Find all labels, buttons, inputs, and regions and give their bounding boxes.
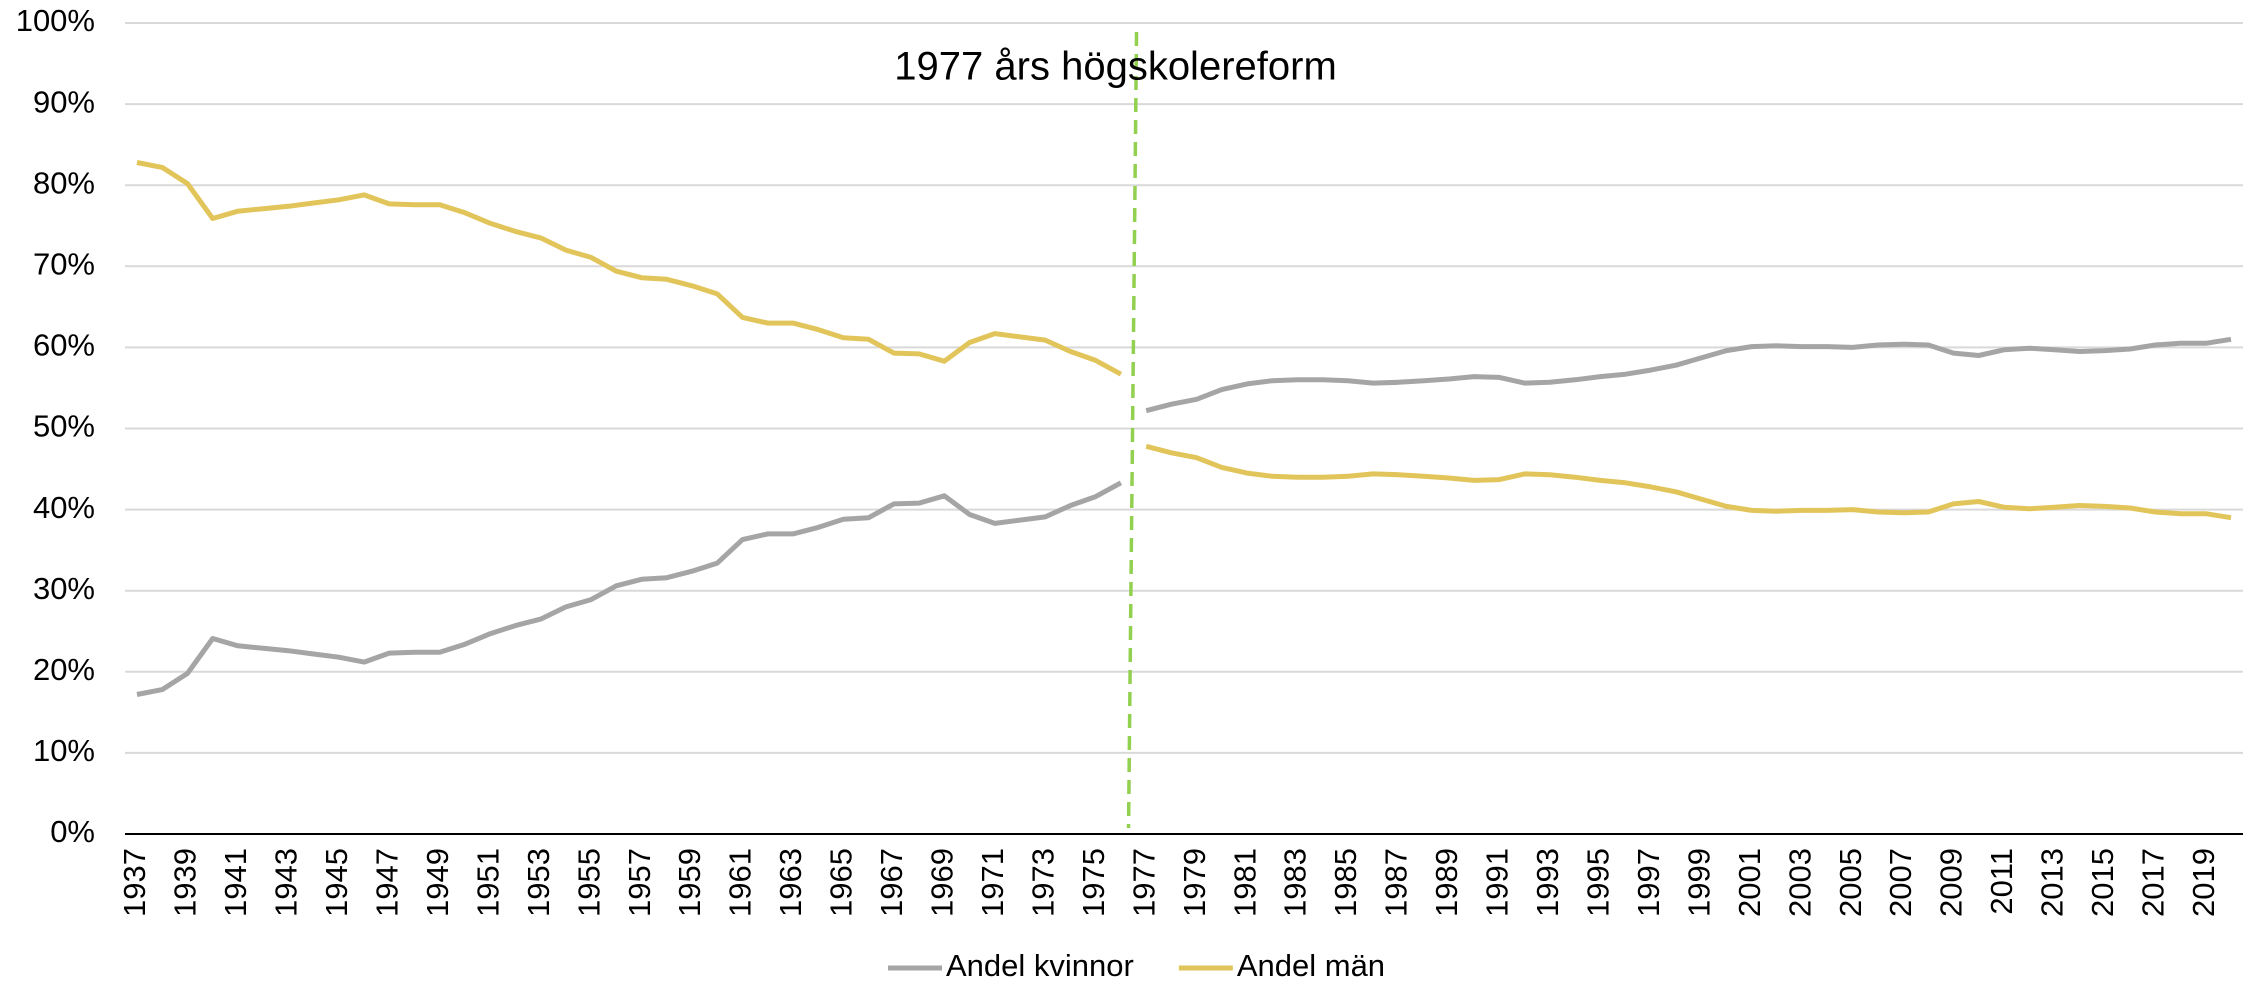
x-tick-label: 1985	[1328, 848, 1363, 917]
x-tick-label: 1991	[1480, 848, 1515, 917]
x-tick-label: 2017	[2136, 848, 2171, 917]
x-tick-label: 2001	[1732, 848, 1767, 917]
x-tick-label: 1953	[521, 848, 556, 917]
y-tick-label: 20%	[33, 652, 95, 687]
y-tick-label: 90%	[33, 84, 95, 119]
y-tick-label: 10%	[33, 733, 95, 768]
x-tick-label: 1951	[470, 848, 505, 917]
x-tick-label: 1963	[773, 848, 808, 917]
x-tick-label: 1987	[1379, 848, 1414, 917]
x-tick-label: 1945	[319, 848, 354, 917]
x-tick-label: 1961	[723, 848, 758, 917]
x-tick-label: 1949	[420, 848, 455, 917]
annotation-line	[1126, 31, 1139, 829]
legend-label: Andel män	[1237, 948, 1385, 983]
x-tick-label: 1971	[975, 848, 1010, 917]
x-tick-label: 1959	[672, 848, 707, 917]
x-tick-label: 2003	[1782, 848, 1817, 917]
series-line	[1145, 336, 2232, 414]
y-tick-label: 50%	[33, 409, 95, 444]
y-tick-label: 40%	[33, 490, 95, 525]
x-tick-label: 1983	[1278, 848, 1313, 917]
x-tick-label: 1989	[1429, 848, 1464, 917]
x-tick-label: 1969	[925, 848, 960, 917]
x-tick-label: 1997	[1631, 848, 1666, 917]
y-tick-label: 30%	[33, 571, 95, 606]
x-tick-label: 1967	[874, 848, 909, 917]
x-tick-label: 1993	[1530, 848, 1565, 917]
x-tick-label: 2019	[2186, 848, 2221, 917]
annotation-text: 1977 års högskolereform	[894, 45, 1336, 89]
x-tick-label: 1999	[1681, 848, 1716, 917]
x-tick-label: 1939	[168, 848, 203, 917]
x-tick-label: 2013	[2035, 848, 2070, 917]
series-line	[136, 160, 1123, 377]
x-tick-label: 1975	[1076, 848, 1111, 917]
x-tick-label: 1937	[117, 848, 152, 917]
x-tick-label: 1995	[1580, 848, 1615, 917]
y-tick-label: 100%	[16, 3, 95, 38]
x-tick-label: 1979	[1177, 848, 1212, 917]
x-tick-label: 1957	[622, 848, 657, 917]
y-tick-label: 60%	[33, 328, 95, 363]
x-tick-label: 1965	[824, 848, 859, 917]
legend-label: Andel kvinnor	[946, 948, 1134, 983]
x-tick-label: 1955	[571, 848, 606, 917]
series-line	[136, 480, 1123, 697]
x-tick-label: 1947	[369, 848, 404, 917]
x-tick-label: 2007	[1883, 848, 1918, 917]
x-tick-label: 2009	[1934, 848, 1969, 917]
series-line	[1145, 443, 2232, 521]
x-tick-label: 2015	[2085, 848, 2120, 917]
x-tick-label: 2005	[1833, 848, 1868, 917]
y-tick-label: 70%	[33, 246, 95, 281]
y-tick-label: 80%	[33, 165, 95, 200]
x-tick-label: 2011	[1984, 848, 2019, 915]
x-tick-label: 1941	[218, 848, 253, 917]
x-tick-label: 1981	[1227, 848, 1262, 917]
x-tick-label: 1943	[269, 848, 304, 917]
x-tick-label: 1977	[1126, 848, 1161, 917]
y-tick-label: 0%	[50, 814, 95, 849]
x-tick-label: 1973	[1025, 848, 1060, 917]
